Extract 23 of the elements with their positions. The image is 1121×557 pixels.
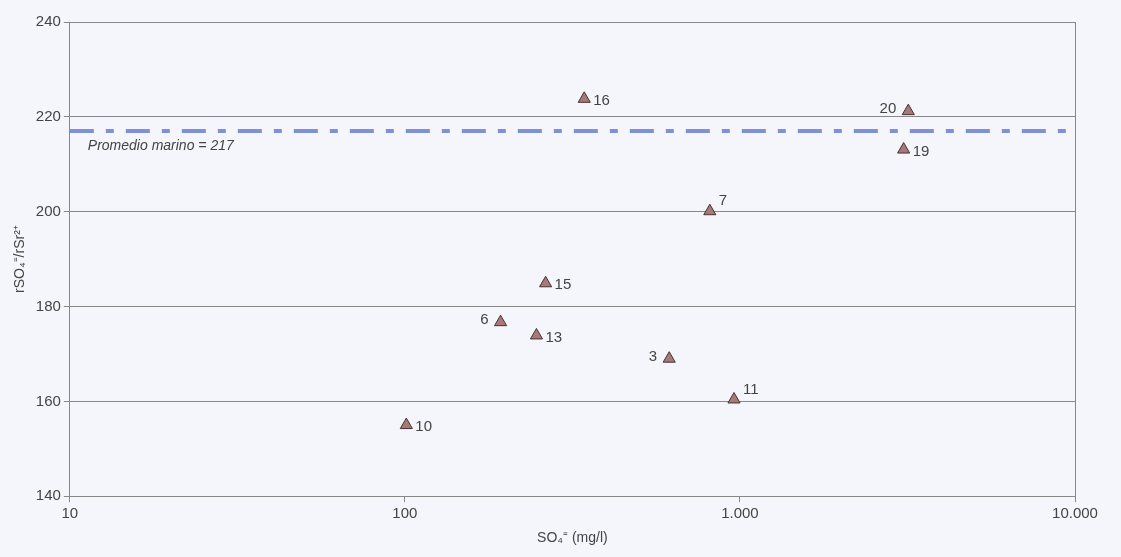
y-tick-label: 160	[35, 391, 61, 409]
annotation: 6	[480, 310, 489, 328]
annotation: 11	[743, 379, 759, 397]
annotation: 10	[415, 417, 433, 435]
annotation: 13	[545, 327, 563, 345]
y-tick-label: 220	[35, 106, 61, 124]
annotation: 7	[718, 191, 728, 209]
annotation: 19	[912, 141, 930, 159]
annotation: 3	[648, 346, 658, 364]
x-tick-label: 1.000	[721, 504, 759, 522]
x-tick-label: 10.000	[1052, 504, 1098, 522]
y-axis-title: rSO₄⁼/rSr²⁺	[11, 225, 28, 294]
annotation: 15	[554, 275, 572, 293]
x-axis-title: SO₄⁼ (mg/l)	[537, 529, 608, 546]
y-tick-label: 140	[35, 486, 61, 504]
x-tick-label: 100	[392, 504, 418, 522]
ref-line-label: Promedio marino = 217	[87, 136, 235, 153]
x-tick-label: 10	[61, 504, 79, 522]
annotation: 20	[879, 99, 897, 117]
annotation: 16	[593, 90, 610, 108]
y-tick-label: 180	[35, 296, 61, 314]
y-tick-label: 200	[35, 201, 61, 219]
y-tick-label: 240	[35, 12, 61, 30]
